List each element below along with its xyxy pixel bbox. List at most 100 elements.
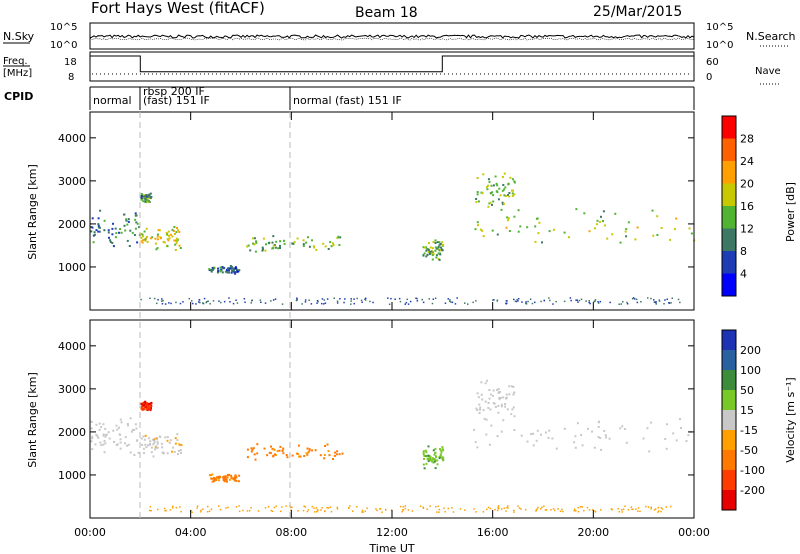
echo-point xyxy=(508,192,511,194)
echo-point xyxy=(166,233,169,235)
power-panel: 1000 2000 3000 4000 Slant Range [km] 28 24 20… xyxy=(26,111,797,311)
echo-point xyxy=(167,239,170,242)
echo-point xyxy=(271,447,274,450)
echo-point xyxy=(621,511,624,513)
echo-point xyxy=(171,507,174,509)
cpid-segment-rbsp: rbsp 200 IF xyxy=(143,85,205,98)
echo-point xyxy=(652,234,655,237)
y-tick-label: 2000 xyxy=(58,426,86,439)
echo-point xyxy=(497,388,500,391)
echo-point xyxy=(135,427,138,430)
echo-point xyxy=(508,195,511,198)
echo-point xyxy=(296,237,299,240)
echo-point xyxy=(162,240,165,243)
echo-point xyxy=(156,302,158,305)
echo-point xyxy=(438,511,440,513)
velocity-yticks: 1000 2000 3000 4000 xyxy=(58,340,694,482)
echo-point xyxy=(512,406,515,409)
echo-point xyxy=(526,440,529,443)
echo-point xyxy=(602,210,605,213)
velocity-colorbar-swatch xyxy=(722,450,736,470)
echo-point xyxy=(501,189,504,192)
echo-point xyxy=(431,302,434,305)
power-colorbar-tick-label: 4 xyxy=(740,268,747,281)
echo-point xyxy=(246,456,249,459)
velocity-colorbar-frame xyxy=(721,329,737,511)
echo-point xyxy=(272,235,275,238)
echo-point xyxy=(521,301,523,303)
echo-point xyxy=(285,505,287,507)
echo-point xyxy=(625,441,628,444)
velocity-colorbar-tick-label: 15 xyxy=(740,404,754,417)
echo-point xyxy=(209,269,212,272)
echo-point xyxy=(635,298,638,301)
echo-point xyxy=(267,242,270,245)
echo-point xyxy=(429,251,432,254)
power-colorbar-swatch xyxy=(722,251,736,274)
echo-point xyxy=(646,427,649,430)
echo-point xyxy=(140,402,143,405)
echo-point xyxy=(474,228,477,231)
echo-point xyxy=(364,510,366,513)
echo-point xyxy=(283,239,285,242)
echo-point xyxy=(250,447,253,450)
echo-point xyxy=(597,302,600,304)
echo-point xyxy=(91,226,94,229)
echo-point xyxy=(486,508,488,511)
echo-point xyxy=(431,258,434,261)
velocity-colorbar: 200 100 50 15 -15 -50 -100 -200 xyxy=(721,329,765,511)
echo-point xyxy=(150,402,153,405)
power-colorbar-label: Power [dB] xyxy=(784,182,797,242)
echo-point xyxy=(152,443,155,446)
echo-point xyxy=(213,479,216,482)
echo-point xyxy=(491,191,494,194)
echo-point xyxy=(164,436,167,439)
echo-point xyxy=(268,451,271,454)
echo-point xyxy=(134,214,137,217)
echo-point xyxy=(535,439,538,442)
echo-point xyxy=(256,443,259,446)
echo-point xyxy=(534,301,536,304)
echo-point xyxy=(492,299,494,301)
echo-point xyxy=(506,302,508,304)
echo-point xyxy=(677,298,680,301)
echo-point xyxy=(160,237,162,240)
echo-point xyxy=(97,230,100,233)
echo-point xyxy=(156,235,159,238)
echo-point xyxy=(439,449,442,452)
echo-point xyxy=(407,303,410,305)
echo-point xyxy=(444,511,446,513)
power-colorbar-swatch xyxy=(722,206,736,229)
echo-point xyxy=(173,233,176,235)
echo-point xyxy=(136,439,139,442)
echo-point xyxy=(146,235,148,238)
echo-point xyxy=(452,511,455,513)
echo-point xyxy=(496,509,499,512)
echo-point xyxy=(173,239,176,242)
echo-point xyxy=(308,449,311,452)
echo-point xyxy=(276,450,279,453)
echo-point xyxy=(594,511,597,513)
echo-point xyxy=(144,198,147,201)
echo-point xyxy=(144,401,147,404)
echo-point xyxy=(129,229,132,232)
echo-point xyxy=(509,176,512,179)
echo-point xyxy=(513,391,516,394)
echo-point xyxy=(504,186,507,189)
echo-point xyxy=(234,267,237,270)
echo-point xyxy=(224,476,227,479)
echo-point xyxy=(426,248,429,251)
echo-point xyxy=(409,300,412,303)
echo-point xyxy=(234,272,237,275)
echo-point xyxy=(475,300,477,302)
echo-point xyxy=(422,506,424,508)
echo-point xyxy=(423,246,426,249)
echo-point xyxy=(149,404,152,407)
echo-point xyxy=(502,419,505,422)
echo-point xyxy=(647,297,649,299)
echo-point xyxy=(157,299,159,301)
echo-point xyxy=(166,245,169,248)
echo-point xyxy=(427,458,430,461)
echo-point xyxy=(369,300,371,303)
echo-point xyxy=(166,436,169,438)
